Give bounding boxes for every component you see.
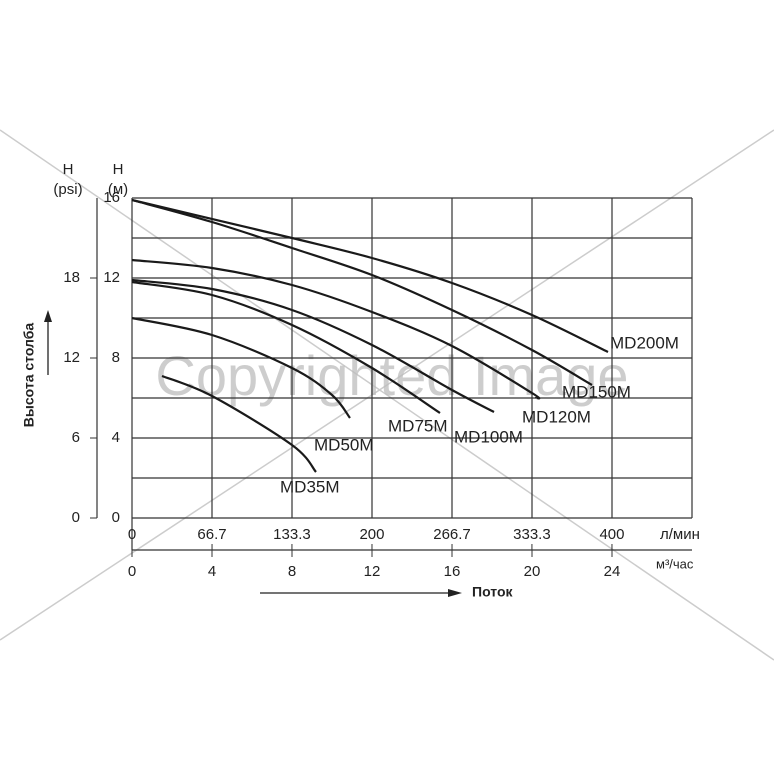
curve-label: MD50M bbox=[314, 435, 374, 454]
x2-unit: л/мин bbox=[660, 526, 700, 543]
x2-tick-label: 266.7 bbox=[433, 526, 471, 543]
curve-label: MD200M bbox=[610, 333, 679, 352]
watermark: Copyrighted Image bbox=[155, 344, 628, 407]
pump-curve bbox=[131, 278, 495, 413]
x2-tick-label: 133.3 bbox=[273, 526, 311, 543]
y2-tick-label: 6 bbox=[72, 429, 80, 446]
x-tick-label: 24 bbox=[604, 563, 621, 580]
watermark-line bbox=[0, 129, 774, 661]
curve-label: MD100M bbox=[454, 427, 523, 446]
x-tick-label: 0 bbox=[128, 563, 136, 580]
y-label: Высота столба bbox=[21, 323, 37, 428]
watermark-line bbox=[0, 129, 774, 641]
x-tick-label: 4 bbox=[208, 563, 216, 580]
y-tick-label: 16 bbox=[103, 189, 120, 206]
x2-tick-label: 200 bbox=[359, 526, 384, 543]
y-tick-label: 8 bbox=[112, 349, 120, 366]
y2-tick-label: 12 bbox=[63, 349, 80, 366]
y-tick-label: 12 bbox=[103, 269, 120, 286]
x-tick-label: 8 bbox=[288, 563, 296, 580]
y-arrow-head bbox=[44, 310, 52, 322]
x2-tick-label: 66.7 bbox=[197, 526, 226, 543]
y2-unit-symbol: H bbox=[63, 161, 74, 178]
curve-label: MD75M bbox=[388, 416, 448, 435]
x-unit: м³/час bbox=[656, 556, 694, 571]
x2-tick-label: 333.3 bbox=[513, 526, 551, 543]
x-tick-label: 16 bbox=[444, 563, 461, 580]
pump-curve bbox=[131, 258, 541, 400]
y2-tick-label: 18 bbox=[63, 269, 80, 286]
x-tick-label: 12 bbox=[364, 563, 381, 580]
curve-label: MD120M bbox=[522, 407, 591, 426]
y2-tick-label: 0 bbox=[72, 509, 80, 526]
y2-unit: (psi) bbox=[53, 181, 82, 198]
y-tick-label: 4 bbox=[112, 429, 120, 446]
x2-tick-label: 0 bbox=[128, 526, 136, 543]
pump-curve bbox=[161, 374, 317, 473]
x-arrow-head bbox=[448, 589, 462, 597]
y-tick-label: 0 bbox=[112, 509, 120, 526]
y-unit-symbol: H bbox=[113, 161, 124, 178]
x-tick-label: 20 bbox=[524, 563, 541, 580]
pump-curve bbox=[131, 280, 441, 414]
pump-curve bbox=[131, 198, 609, 353]
pump-curve bbox=[131, 316, 351, 419]
x-label: Поток bbox=[472, 584, 513, 600]
pump-curve bbox=[131, 198, 593, 386]
y-unit: (м) bbox=[108, 181, 128, 198]
x2-tick-label: 400 bbox=[599, 526, 624, 543]
curve-label: MD150M bbox=[562, 382, 631, 401]
curve-label: MD35M bbox=[280, 477, 340, 496]
